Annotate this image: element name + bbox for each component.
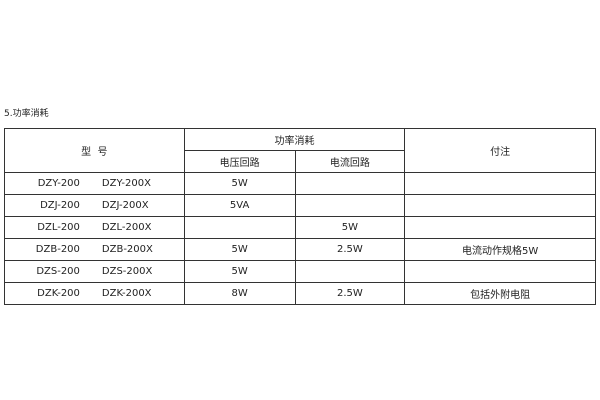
model-cell: DZB-200 DZB-200X bbox=[4, 238, 185, 261]
model-b: DZY-200X bbox=[101, 178, 151, 189]
current-cell: 2.5W bbox=[294, 282, 406, 305]
voltage-cell: 8W bbox=[183, 282, 296, 305]
model-cell: DZK-200 DZK-200X bbox=[4, 282, 185, 305]
current-cell: 2.5W bbox=[294, 238, 406, 261]
note-cell: 电流动作规格5W bbox=[404, 238, 596, 261]
note-cell bbox=[404, 216, 596, 239]
model-cell: DZJ-200 DZJ-200X bbox=[4, 194, 185, 217]
model-b: DZL-200X bbox=[101, 222, 152, 233]
voltage-cell: 5W bbox=[183, 260, 296, 283]
section-caption: 5.功率消耗 bbox=[4, 109, 49, 119]
voltage-cell: 5VA bbox=[183, 194, 296, 217]
header-current: 电流回路 bbox=[294, 150, 406, 173]
model-b: DZS-200X bbox=[101, 266, 153, 277]
model-cell: DZS-200 DZS-200X bbox=[4, 260, 185, 283]
model-a: DZS-200 bbox=[36, 266, 80, 277]
table-row: DZY-200 DZY-200X 5W bbox=[4, 172, 596, 195]
voltage-cell: 5W bbox=[183, 238, 296, 261]
model-b: DZB-200X bbox=[101, 244, 153, 255]
model-a: DZL-200 bbox=[37, 222, 80, 233]
header-model: 型 号 bbox=[4, 128, 185, 173]
table-row: DZJ-200 DZJ-200X 5VA bbox=[4, 194, 596, 217]
note-cell bbox=[404, 172, 596, 195]
header-note: 付注 bbox=[404, 128, 596, 173]
note-cell: 包括外附电阻 bbox=[404, 282, 596, 305]
voltage-cell: 5W bbox=[183, 172, 296, 195]
table-row: DZB-200 DZB-200X 5W 2.5W 电流动作规格5W bbox=[4, 238, 596, 261]
current-cell bbox=[294, 172, 406, 195]
current-cell bbox=[294, 260, 406, 283]
subheader-row: 电压回路 电流回路 bbox=[5, 150, 596, 173]
table-row: DZK-200 DZK-200X 8W 2.5W 包括外附电阻 bbox=[4, 282, 596, 305]
table-row: DZS-200 DZS-200X 5W bbox=[4, 260, 596, 283]
current-cell: 5W bbox=[294, 216, 406, 239]
model-cell: DZY-200 DZY-200X bbox=[4, 172, 185, 195]
note-cell bbox=[404, 194, 596, 217]
model-a: DZB-200 bbox=[35, 244, 80, 255]
model-b: DZJ-200X bbox=[101, 200, 149, 211]
note-cell bbox=[404, 260, 596, 283]
model-b: DZK-200X bbox=[101, 288, 152, 299]
header-row: 型 号 功率消耗 付注 bbox=[4, 128, 596, 173]
power-consumption-table: 型 号 功率消耗 付注 电压回路 电流回路 DZY-200 DZY-200X 5W… bbox=[4, 128, 596, 305]
model-cell: DZL-200 DZL-200X bbox=[4, 216, 185, 239]
voltage-cell bbox=[183, 216, 296, 239]
header-power: 功率消耗 bbox=[183, 128, 406, 151]
model-a: DZY-200 bbox=[37, 178, 80, 189]
current-cell bbox=[294, 194, 406, 217]
table-row: DZL-200 DZL-200X 5W bbox=[4, 216, 596, 239]
model-a: DZK-200 bbox=[37, 288, 80, 299]
model-a: DZJ-200 bbox=[40, 200, 80, 211]
header-voltage: 电压回路 bbox=[183, 150, 296, 173]
